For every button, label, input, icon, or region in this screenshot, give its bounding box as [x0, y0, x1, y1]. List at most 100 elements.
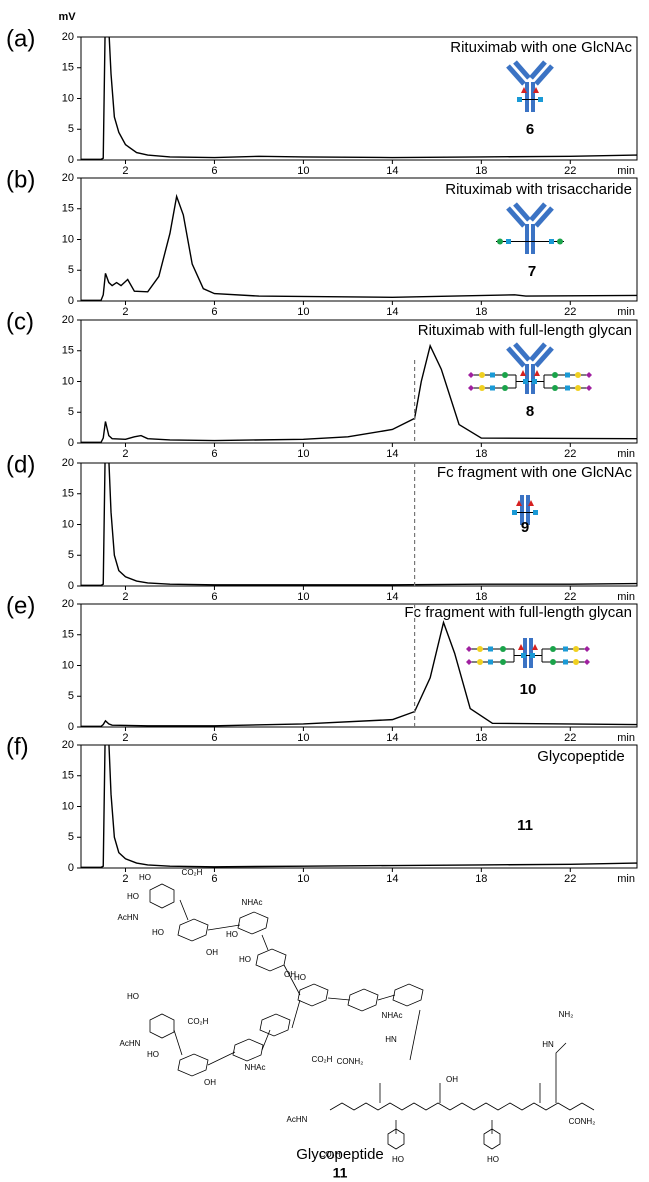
structure-label: CO₂H — [188, 1017, 209, 1026]
x-tick-label: 2 — [122, 165, 128, 177]
trace — [81, 37, 637, 160]
x-tick-label: 10 — [297, 591, 309, 603]
structure-label: HO — [152, 928, 164, 937]
x-tick-label: 22 — [564, 448, 576, 460]
y-tick-label: 5 — [68, 123, 74, 135]
x-axis-label: min — [617, 591, 635, 603]
structure-label: NHAc — [242, 898, 263, 907]
structure-label: CONH₂ — [569, 1117, 596, 1126]
y-tick-label: 5 — [68, 690, 74, 702]
compound-number: 9 — [521, 519, 529, 536]
x-tick-label: 14 — [386, 873, 398, 885]
annotation: Fc fragment with one GlcNAc — [437, 464, 633, 481]
annotation: Glycopeptide — [537, 748, 625, 765]
x-tick-label: 14 — [386, 732, 398, 744]
trace — [81, 620, 637, 727]
structure-label: HO — [294, 973, 306, 982]
structure-label: NHAc — [382, 1011, 403, 1020]
glycan-icons — [465, 62, 593, 668]
y-tick-label: 15 — [62, 629, 74, 641]
x-tick-label: 2 — [122, 732, 128, 744]
structure-label: HN — [542, 1040, 554, 1049]
y-tick-label: 20 — [62, 172, 74, 184]
plot-frame — [80, 603, 638, 728]
y-tick-label: 10 — [62, 518, 74, 530]
x-tick-label: 22 — [564, 591, 576, 603]
structure-caption: Glycopeptide — [296, 1146, 384, 1163]
y-axis-label: mV — [58, 11, 76, 23]
y-tick-label: 10 — [62, 800, 74, 812]
x-tick-label: 14 — [386, 448, 398, 460]
x-tick-label: 6 — [211, 306, 217, 318]
x-tick-label: 6 — [211, 591, 217, 603]
compound-number: 6 — [526, 121, 534, 138]
glycopeptide-structure — [149, 883, 595, 1150]
x-axis-label: min — [617, 873, 635, 885]
structure-label: HN — [385, 1035, 397, 1044]
y-tick-label: 0 — [68, 154, 74, 166]
trace — [81, 745, 637, 868]
structure-label: HO — [239, 955, 251, 964]
x-axis-label: min — [617, 165, 635, 177]
structure-label: HO — [139, 873, 151, 882]
panel-label: (a) — [6, 25, 35, 52]
x-tick-label: 2 — [122, 448, 128, 460]
y-tick-label: 20 — [62, 314, 74, 326]
x-tick-label: 18 — [475, 165, 487, 177]
x-tick-label: 10 — [297, 873, 309, 885]
trace — [81, 343, 637, 443]
structure-label: HO — [127, 992, 139, 1001]
y-tick-label: 20 — [62, 31, 74, 43]
x-tick-label: 14 — [386, 306, 398, 318]
y-tick-label: 0 — [68, 437, 74, 449]
y-tick-label: 15 — [62, 203, 74, 215]
x-tick-label: 2 — [122, 873, 128, 885]
structure-label: CO₂H — [182, 868, 203, 877]
compound-number: 10 — [520, 681, 537, 698]
structure-label: HO — [487, 1155, 499, 1164]
panel-label: (c) — [6, 308, 34, 335]
y-tick-label: 20 — [62, 739, 74, 751]
y-tick-label: 0 — [68, 295, 74, 307]
annotation: Fc fragment with full-length glycan — [404, 604, 632, 621]
panel-label: (b) — [6, 166, 35, 193]
x-tick-label: 10 — [297, 732, 309, 744]
x-tick-label: 6 — [211, 165, 217, 177]
x-tick-label: 22 — [564, 306, 576, 318]
panel-label: (d) — [6, 451, 35, 478]
structure-label: NH₂ — [559, 1010, 574, 1019]
y-tick-label: 10 — [62, 92, 74, 104]
x-tick-label: 18 — [475, 306, 487, 318]
x-tick-label: 18 — [475, 873, 487, 885]
y-tick-label: 15 — [62, 62, 74, 74]
compound-number: 7 — [528, 263, 536, 280]
annotation: Rituximab with one GlcNAc — [450, 39, 632, 56]
y-tick-label: 5 — [68, 406, 74, 418]
y-tick-label: 5 — [68, 831, 74, 843]
structure-number: 11 — [333, 1165, 348, 1181]
structure-label: OH — [204, 1078, 216, 1087]
y-tick-label: 5 — [68, 264, 74, 276]
x-axis-label: min — [617, 448, 635, 460]
y-tick-label: 10 — [62, 233, 74, 245]
y-tick-label: 0 — [68, 862, 74, 874]
structure-label: OH — [284, 970, 296, 979]
y-tick-label: 15 — [62, 770, 74, 782]
structure-label: HO — [226, 930, 238, 939]
y-tick-label: 0 — [68, 721, 74, 733]
compound-number: 11 — [517, 817, 533, 834]
x-tick-label: 10 — [297, 165, 309, 177]
panel-label: (f) — [6, 733, 29, 760]
compound-number: 8 — [526, 403, 534, 420]
structure-label: OH — [446, 1075, 458, 1084]
structure-label: CO₂H — [320, 1150, 341, 1159]
plot-frame — [80, 462, 638, 587]
x-tick-label: 6 — [211, 873, 217, 885]
y-tick-label: 20 — [62, 457, 74, 469]
x-tick-label: 18 — [475, 591, 487, 603]
x-tick-label: 10 — [297, 448, 309, 460]
annotation: Rituximab with trisaccharide — [445, 181, 632, 198]
y-tick-label: 10 — [62, 375, 74, 387]
y-tick-label: 10 — [62, 659, 74, 671]
